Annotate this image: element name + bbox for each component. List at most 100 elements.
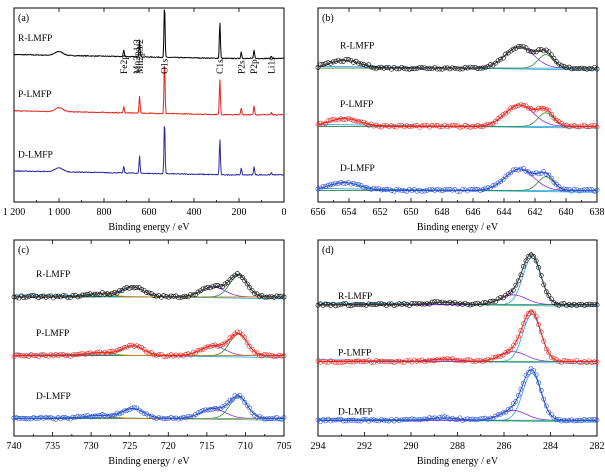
data-point — [559, 63, 564, 69]
series-line — [13, 65, 285, 116]
data-point — [144, 290, 149, 295]
data-point — [55, 415, 61, 420]
data-point — [566, 64, 572, 70]
data-point — [28, 293, 34, 299]
data-point — [465, 416, 471, 422]
data-point — [429, 358, 435, 364]
data-point — [87, 414, 93, 420]
data-point — [41, 293, 46, 299]
data-point — [340, 180, 346, 186]
data-point — [526, 370, 531, 375]
data-point — [356, 418, 361, 424]
data-point — [363, 417, 369, 422]
data-point — [366, 301, 372, 307]
data-point — [232, 272, 238, 278]
data-point — [576, 188, 582, 194]
data-point — [343, 56, 349, 62]
x-tick-label: 730 — [84, 441, 99, 452]
data-point — [541, 396, 547, 402]
data-point — [414, 123, 420, 129]
data-point — [500, 177, 506, 183]
data-point — [16, 352, 22, 358]
data-point — [320, 302, 326, 308]
data-point — [510, 343, 516, 349]
data-point — [586, 417, 592, 422]
data-point — [330, 301, 336, 307]
data-point — [508, 170, 514, 176]
data-point — [26, 353, 32, 359]
fit-envelope — [317, 104, 597, 127]
fit-envelope — [318, 310, 597, 363]
data-point — [480, 416, 486, 421]
x-tick-label: 710 — [238, 441, 253, 452]
x-tick-label: 1 000 — [48, 207, 71, 218]
data-point — [50, 416, 56, 422]
data-point — [495, 180, 501, 186]
series-line — [13, 126, 285, 176]
data-point — [589, 122, 595, 128]
data-point — [452, 417, 458, 422]
data-point — [328, 358, 334, 364]
data-point — [371, 65, 377, 71]
data-point — [21, 295, 27, 301]
data-point — [340, 359, 346, 365]
x-tick-label: 288 — [450, 441, 465, 452]
data-point — [338, 360, 344, 366]
data-point — [531, 310, 536, 316]
data-point — [358, 119, 364, 125]
data-point — [328, 302, 334, 308]
data-point — [99, 412, 105, 417]
data-point — [437, 414, 443, 420]
data-point — [276, 416, 282, 422]
data-point — [569, 66, 575, 72]
data-point — [556, 302, 562, 308]
data-point — [247, 343, 253, 349]
data-point — [401, 359, 407, 365]
data-point — [239, 332, 245, 338]
panel-d: 294 292 290 288 286 284 282 Binding energy / eV… — [311, 239, 605, 467]
data-point — [500, 55, 506, 61]
data-point — [586, 358, 592, 364]
peak-annotation: Mn2p1/2 — [133, 39, 143, 74]
data-point — [178, 295, 184, 300]
data-point — [546, 107, 552, 113]
data-point — [427, 187, 432, 193]
data-point — [411, 300, 417, 306]
data-point — [335, 417, 341, 423]
data-point — [576, 359, 582, 365]
data-point — [427, 415, 432, 421]
data-point — [450, 356, 455, 362]
data-point — [401, 417, 407, 423]
data-point — [592, 189, 597, 194]
data-point — [551, 55, 557, 61]
data-point — [404, 358, 410, 364]
data-point — [409, 66, 415, 72]
data-point — [318, 418, 323, 424]
data-point — [581, 303, 587, 308]
data-point — [274, 353, 280, 359]
data-point — [109, 413, 115, 419]
fit-envelope — [14, 332, 284, 357]
data-point — [515, 392, 521, 398]
data-point — [526, 105, 531, 111]
data-point — [249, 410, 255, 416]
data-point — [328, 418, 334, 424]
data-point — [406, 66, 412, 72]
data-point — [396, 122, 402, 128]
data-point — [107, 413, 113, 419]
data-point — [521, 321, 526, 327]
data-point — [406, 187, 412, 193]
data-point — [75, 413, 81, 419]
x-tick-label: 284 — [543, 441, 558, 452]
data-point — [503, 51, 509, 57]
data-point — [366, 418, 372, 424]
x-tick-label: 656 — [311, 207, 326, 218]
data-point — [457, 124, 463, 130]
data-point — [414, 188, 420, 194]
data-point — [41, 352, 46, 358]
plot-frame — [13, 7, 285, 203]
data-point — [467, 186, 473, 192]
x-tick-label: 200 — [232, 207, 247, 218]
data-point — [467, 125, 473, 130]
data-point — [386, 418, 392, 424]
